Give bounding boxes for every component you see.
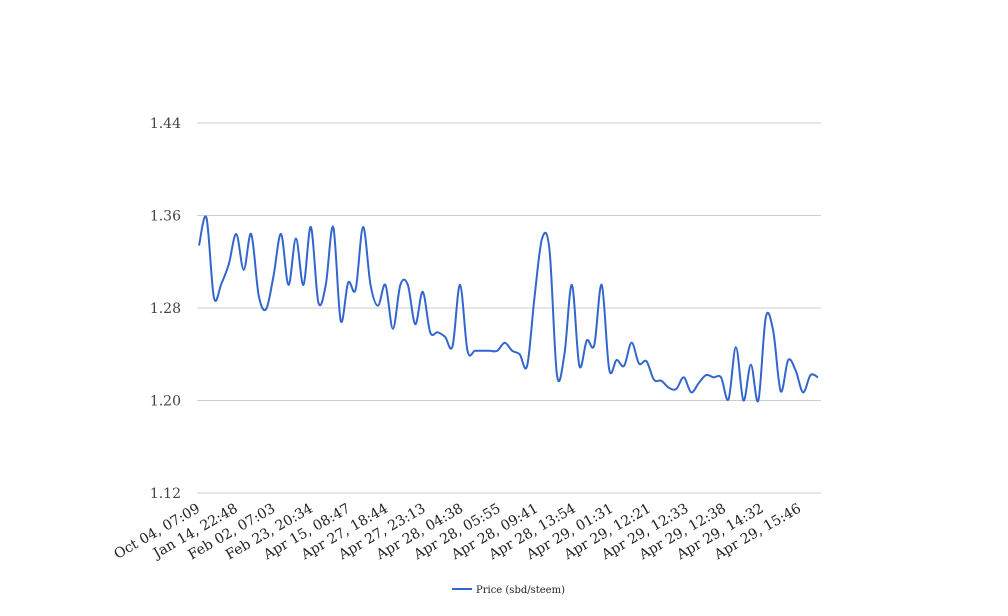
y-tick-label: 1.12: [150, 486, 181, 502]
y-axis-tick-labels: 1.12 1.20 1.28 1.36 1.44: [150, 116, 181, 502]
y-tick-label: 1.28: [150, 301, 181, 317]
y-tick-label: 1.36: [150, 209, 181, 225]
gridlines: [197, 122, 821, 494]
y-tick-label: 1.20: [150, 394, 181, 410]
y-tick-label: 1.44: [150, 116, 181, 132]
series-layer: [198, 215, 819, 403]
series-line[interactable]: [198, 215, 819, 403]
legend-label: Price (sbd/steem): [476, 585, 565, 596]
legend[interactable]: Price (sbd/steem): [452, 585, 565, 596]
